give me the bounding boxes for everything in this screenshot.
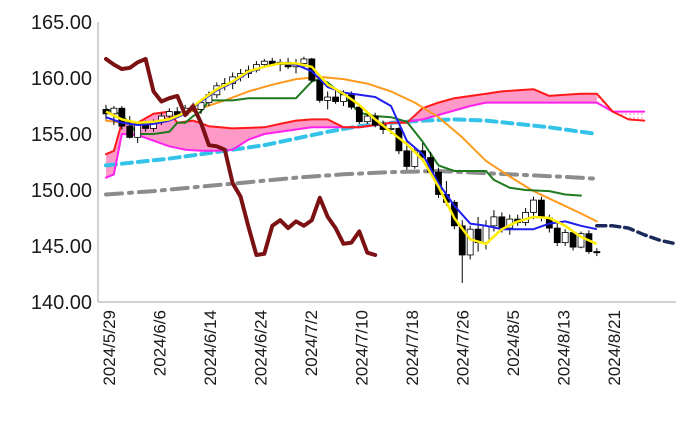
candle-28 — [324, 91, 332, 110]
candle-body — [498, 216, 506, 229]
candle-body — [363, 115, 371, 123]
candle-32 — [355, 104, 363, 124]
y-tick-label: 160.00 — [31, 68, 92, 90]
indicator-lines-layer — [104, 75, 678, 246]
candle-body — [260, 60, 268, 65]
sma-longest-line — [104, 169, 599, 197]
chikou-line — [104, 57, 378, 257]
y-tick-label: 165.00 — [31, 12, 92, 34]
candle-body — [165, 111, 173, 117]
x-tick-label: 2024/7/2 — [302, 310, 321, 376]
candle-body — [126, 125, 134, 138]
candle-body — [482, 225, 490, 244]
candle-57 — [553, 221, 561, 246]
candle-body — [577, 233, 585, 248]
candle-body — [458, 225, 466, 256]
candle-body — [466, 228, 474, 256]
forecast-line — [595, 224, 678, 246]
candle-60 — [577, 231, 585, 249]
x-tick-label: 2024/7/18 — [403, 310, 422, 386]
candle-47 — [474, 216, 482, 252]
candle-body — [403, 150, 411, 167]
y-tick-label: 150.00 — [31, 180, 92, 202]
candle-body — [530, 199, 537, 213]
candle-body — [110, 107, 118, 115]
x-tick-label: 2024/5/29 — [100, 310, 119, 386]
y-axis-ticks: 140.00 145.00 150.00 155.00 160.00 165.00 — [31, 12, 92, 314]
candle-58 — [561, 229, 569, 246]
candle-29 — [332, 90, 339, 104]
candle-body — [490, 216, 498, 227]
candle-body — [324, 96, 332, 101]
x-tick-label: 2024/6/24 — [252, 310, 271, 386]
y-tick-label: 145.00 — [31, 236, 92, 258]
x-tick-label: 2024/8/21 — [605, 310, 624, 386]
candle-body — [316, 79, 324, 101]
candle-53 — [522, 207, 529, 226]
candle-54 — [530, 196, 537, 220]
y-tick-label: 140.00 — [31, 292, 92, 314]
x-tick-label: 2024/8/13 — [555, 310, 574, 386]
candle-body — [300, 58, 308, 64]
candle-body — [593, 251, 601, 254]
candle-62 — [593, 248, 601, 257]
candle-body — [569, 232, 577, 248]
y-tick-label: 155.00 — [31, 124, 92, 146]
future-cloud-fill — [596, 93, 645, 121]
sma-long-line — [104, 117, 599, 168]
x-axis-ticks: 2024/5/29 2024/6/6 2024/6/14 2024/6/24 2024/… — [100, 310, 624, 386]
candle-body — [538, 199, 545, 219]
x-tick-label: 2024/7/26 — [454, 310, 473, 386]
price-lines-layer — [104, 57, 598, 257]
candle-body — [355, 106, 363, 123]
candle-body — [332, 96, 339, 102]
candle-3 — [126, 116, 134, 139]
x-tick-label: 2024/6/6 — [151, 310, 170, 376]
axes-layer — [97, 22, 676, 303]
candle-body — [553, 227, 561, 244]
candle-body — [561, 232, 569, 244]
x-tick-label: 2024/7/10 — [353, 310, 372, 386]
x-tick-label: 2024/8/5 — [504, 310, 523, 376]
candle-46 — [466, 225, 474, 260]
x-tick-label: 2024/6/14 — [201, 310, 220, 386]
